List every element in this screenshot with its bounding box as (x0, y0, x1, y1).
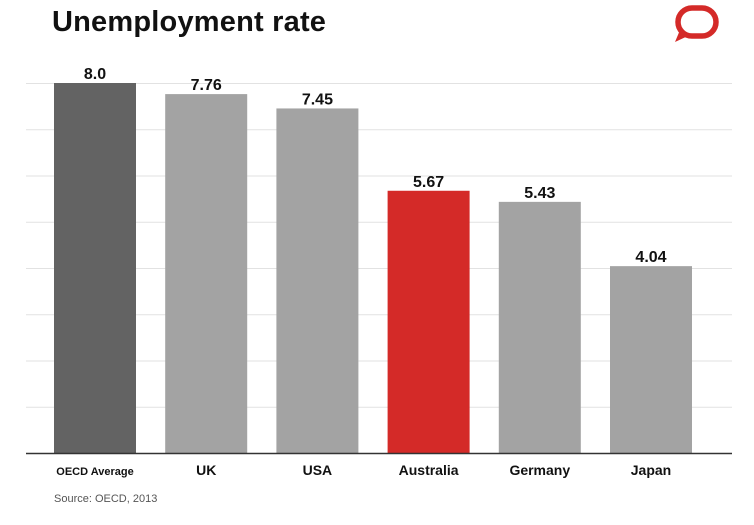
bars (54, 83, 692, 453)
value-label: 4.04 (635, 249, 666, 266)
bar-uk (165, 94, 248, 453)
category-label: UK (196, 462, 216, 478)
category-label: Germany (509, 462, 570, 478)
value-label: 7.45 (302, 91, 333, 108)
bar-germany (498, 201, 581, 453)
value-label: 7.76 (191, 77, 222, 94)
value-labels: 8.0 7.76 7.45 5.67 5.43 4.04 (84, 66, 667, 266)
category-label: Australia (399, 462, 459, 478)
chart-title: Unemployment rate (52, 6, 327, 38)
bar-usa (276, 108, 359, 453)
category-label: Japan (631, 462, 671, 478)
source-note: Source: OECD, 2013 (54, 493, 158, 505)
category-label: OECD Average (56, 466, 133, 478)
category-labels: OECD Average UK USA Australia Germany Japan (56, 462, 671, 478)
bar-oecd-average (54, 83, 136, 453)
value-label: 8.0 (84, 66, 106, 83)
bar-japan (610, 266, 692, 453)
value-label: 5.43 (524, 185, 555, 202)
value-label: 5.67 (413, 174, 444, 191)
speech-bubble-logo-icon (675, 5, 719, 42)
bar-australia (387, 190, 470, 453)
category-label: USA (303, 462, 333, 478)
